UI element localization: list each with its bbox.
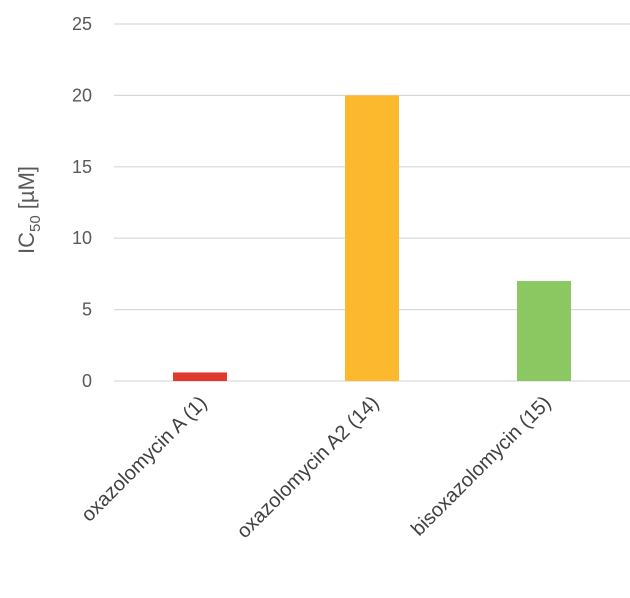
y-tick-label: 5	[82, 300, 92, 320]
x-category-label: bisoxazolomycin (15)	[407, 392, 555, 540]
y-tick-label: 25	[72, 14, 92, 34]
bars	[173, 95, 571, 382]
bar	[173, 372, 227, 381]
x-axis-categories: oxazolomycin A (1) oxazolomycin A2 (14) bi…	[77, 392, 555, 543]
bar	[345, 95, 399, 382]
y-axis-ticks: 0 5 10 15 20 25	[72, 14, 92, 391]
y-tick-label: 15	[72, 157, 92, 177]
bar	[517, 281, 571, 381]
y-tick-label: 0	[82, 371, 92, 391]
x-category-label: oxazolomycin A (1)	[77, 392, 211, 526]
y-tick-label: 10	[72, 228, 92, 248]
y-axis-label: IC50 [µM]	[14, 166, 44, 254]
x-category-label: oxazolomycin A2 (14)	[233, 392, 384, 543]
y-tick-label: 20	[72, 85, 92, 105]
